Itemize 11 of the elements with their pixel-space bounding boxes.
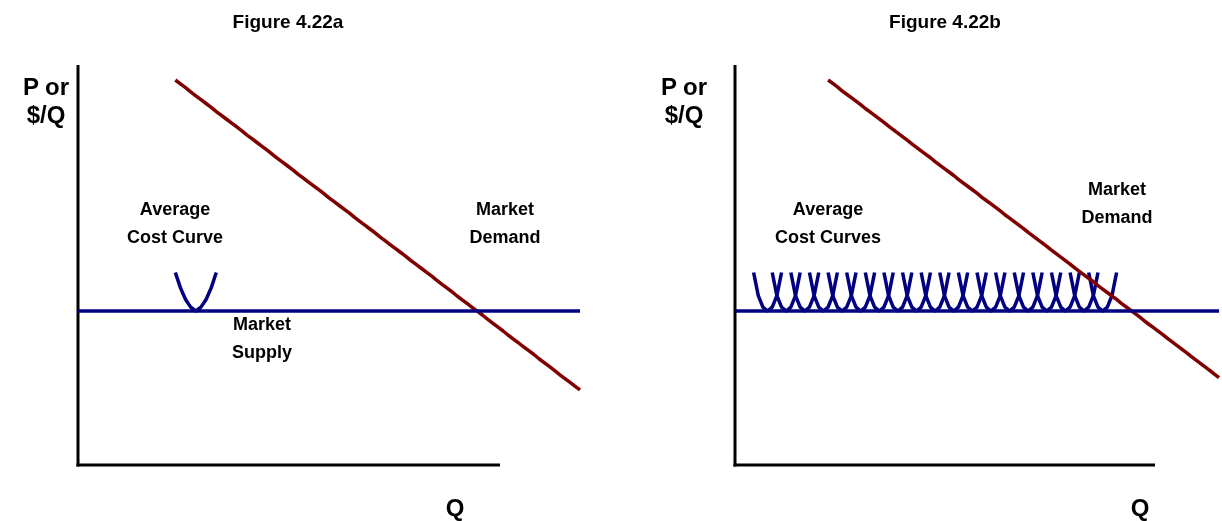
text: Market Demand xyxy=(469,199,541,247)
text: Market Demand xyxy=(1081,179,1153,227)
chart-title: Figure 4.22a xyxy=(232,11,344,32)
series-label: Average Cost Curve xyxy=(126,199,224,247)
x-axis-title: Q xyxy=(445,494,465,521)
y-axis-title: P or $/Q xyxy=(660,73,708,128)
x-axis-title: Q xyxy=(1130,494,1150,521)
series-label: Market Supply xyxy=(231,314,293,362)
series-label: Average Cost Curves xyxy=(774,199,882,247)
y-axis-title: P or $/Q xyxy=(22,73,70,128)
chart-title: Figure 4.22b xyxy=(889,11,1001,32)
